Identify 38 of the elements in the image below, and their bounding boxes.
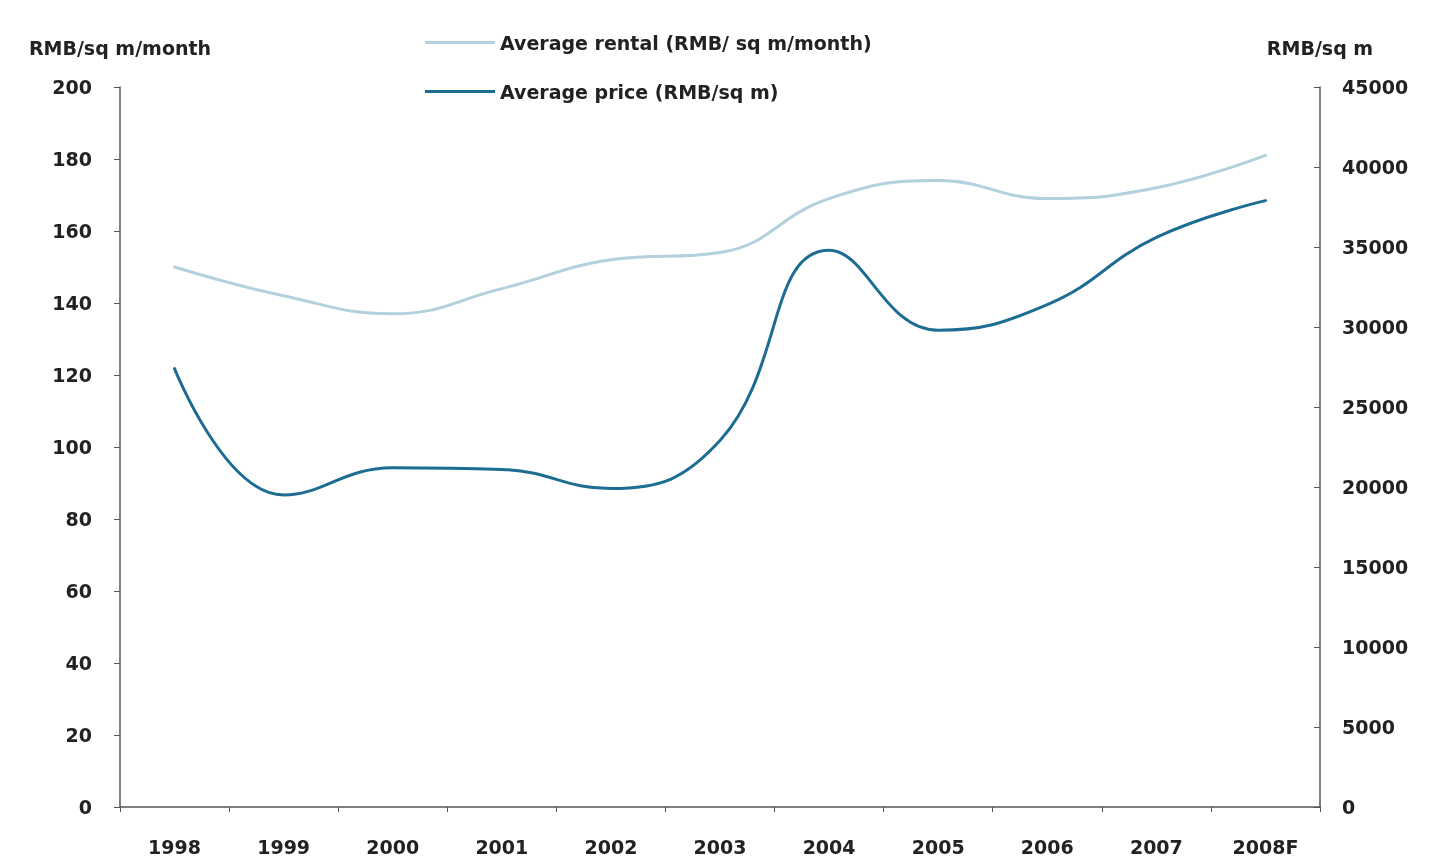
y2-tick-label: 15000 <box>1342 556 1409 578</box>
y2-tick-label: 25000 <box>1342 396 1409 418</box>
y2-tick-label: 30000 <box>1342 316 1409 338</box>
legend-label: Average rental (RMB/ sq m/month) <box>500 31 872 54</box>
y2-tick-label: 40000 <box>1342 156 1409 178</box>
y-tick-label: 80 <box>65 508 92 530</box>
legend-label: Average price (RMB/sq m) <box>500 80 779 103</box>
x-tick-label: 2008F <box>1232 835 1299 858</box>
x-tick-label: 1998 <box>148 835 201 858</box>
y-tick-label: 100 <box>52 436 92 458</box>
x-tick-label: 2002 <box>584 835 638 858</box>
x-tick-label: 2006 <box>1020 835 1074 858</box>
y2-axis-title: RMB/sq m <box>1266 36 1374 59</box>
y-axis-title: RMB/sq m/month <box>28 36 212 59</box>
y2-tick-label: 45000 <box>1342 76 1409 98</box>
x-tick-label: 2000 <box>366 835 420 858</box>
y-tick-label: 20 <box>65 724 92 746</box>
y-tick-label: 200 <box>52 76 92 98</box>
x-tick-label: 2007 <box>1129 835 1183 858</box>
y2-tick-label: 5000 <box>1342 716 1395 738</box>
line-series <box>173 153 1267 316</box>
y-tick-label: 160 <box>52 220 92 242</box>
y-tick-label: 140 <box>52 292 92 314</box>
x-tick-label: 2005 <box>911 835 965 858</box>
x-tick-label: 2001 <box>475 835 529 858</box>
y2-tick-label: 35000 <box>1342 236 1409 258</box>
y-tick-label: 180 <box>52 148 92 170</box>
y2-tick-label: 10000 <box>1342 636 1409 658</box>
y2-tick-label: 20000 <box>1342 476 1409 498</box>
line-series <box>173 199 1267 497</box>
x-tick-label: 2003 <box>693 835 747 858</box>
y-tick-label: 120 <box>52 364 92 386</box>
y2-tick-label: 0 <box>1342 796 1356 818</box>
x-tick-label: 1999 <box>257 835 311 858</box>
y-tick-label: 0 <box>78 796 92 818</box>
y-tick-label: 60 <box>65 580 92 602</box>
y-tick-label: 40 <box>65 652 92 674</box>
x-tick-label: 2004 <box>802 835 856 858</box>
